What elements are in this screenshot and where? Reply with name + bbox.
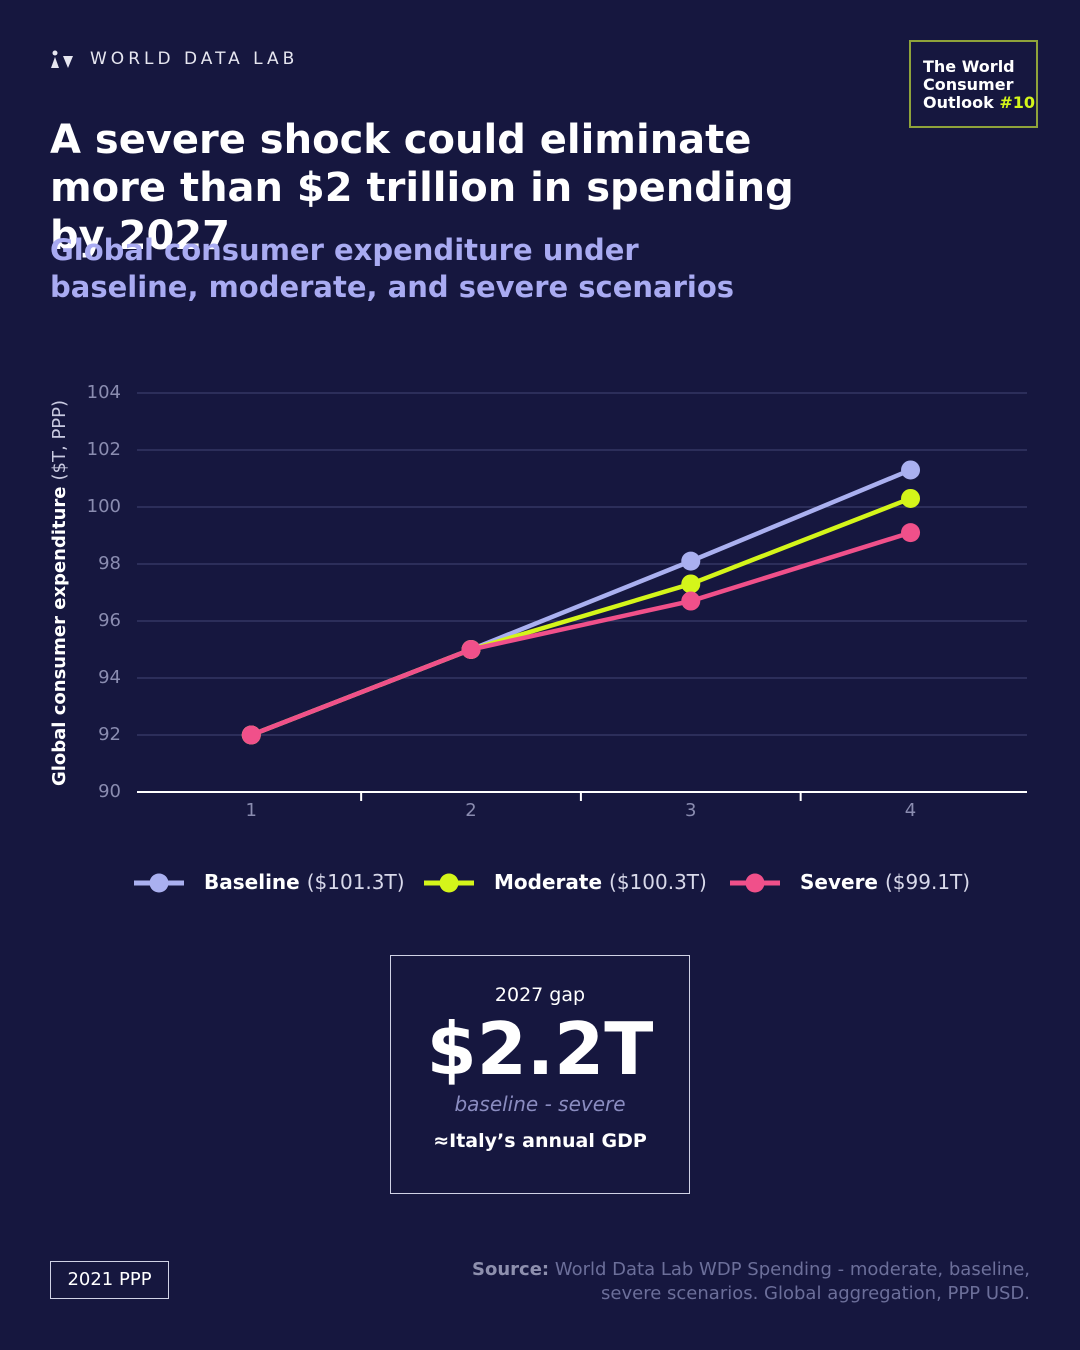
legend-item: Severe ($99.1T) bbox=[730, 870, 970, 894]
data-point bbox=[461, 640, 481, 659]
data-point bbox=[901, 488, 921, 508]
data-point bbox=[681, 574, 701, 594]
series-line bbox=[250, 530, 912, 738]
legend-text: Baseline ($101.3T) bbox=[204, 870, 405, 894]
legend-value: ($99.1T) bbox=[885, 870, 970, 894]
legend-marker bbox=[745, 873, 765, 893]
legend-marker bbox=[149, 873, 169, 893]
legend-marker bbox=[439, 873, 459, 893]
y-tick-label: 104 bbox=[87, 382, 121, 403]
callout-note: baseline - severe bbox=[454, 1092, 626, 1116]
callout-label: 2027 gap bbox=[494, 984, 586, 1006]
chart: Global consumer expenditure ($T, PPP) 90 9… bbox=[49, 382, 1027, 894]
x-tick-label: 1 bbox=[246, 800, 257, 821]
y-tick-label: 94 bbox=[98, 667, 121, 688]
source-text: World Data Lab WDP Spending - moderate, … bbox=[554, 1259, 1030, 1304]
legend-text: Severe ($99.1T) bbox=[800, 870, 970, 894]
data-point bbox=[241, 725, 261, 745]
y-label-main: Global consumer expenditure bbox=[49, 486, 70, 786]
legend-name: Baseline bbox=[204, 870, 300, 894]
badge-number: #10 bbox=[999, 93, 1035, 112]
source: Source: World Data Lab WDP Spending - mo… bbox=[420, 1258, 1030, 1306]
y-tick-label: 100 bbox=[87, 496, 121, 517]
y-tick-label: 96 bbox=[98, 610, 121, 631]
y-tick-label: 90 bbox=[98, 781, 121, 802]
subtitle: Global consumer expenditure under baseli… bbox=[50, 233, 735, 304]
legend-item: Moderate ($100.3T) bbox=[424, 870, 707, 894]
x-tick-label: 2 bbox=[465, 800, 476, 821]
legend-name: Severe bbox=[800, 870, 878, 894]
callout-compare: ≈Italy’s annual GDP bbox=[433, 1130, 647, 1152]
y-axis-label: Global consumer expenditure ($T, PPP) bbox=[49, 400, 70, 786]
legend-text: Moderate ($100.3T) bbox=[494, 870, 707, 894]
data-point bbox=[901, 460, 921, 480]
legend-value: ($101.3T) bbox=[307, 870, 405, 894]
title: A severe shock could eliminate more than… bbox=[50, 117, 794, 259]
series-line bbox=[250, 496, 912, 738]
badge: The World Consumer Outlook #10 bbox=[909, 40, 1038, 128]
callout: 2027 gap $2.2T baseline - severe ≈Italy’… bbox=[390, 955, 690, 1194]
legend-name: Moderate bbox=[494, 870, 602, 894]
data-point bbox=[681, 591, 701, 611]
badge-text: The World Consumer Outlook bbox=[923, 57, 1015, 112]
y-tick-label: 102 bbox=[87, 439, 121, 460]
brand-logo bbox=[51, 50, 73, 68]
callout-value: $2.2T bbox=[426, 1007, 654, 1091]
y-tick-label: 92 bbox=[98, 724, 121, 745]
data-point bbox=[901, 523, 921, 543]
x-tick-label: 4 bbox=[905, 800, 916, 821]
x-tick-label: 3 bbox=[685, 800, 696, 821]
legend-value: ($100.3T) bbox=[609, 870, 707, 894]
source-label: Source: bbox=[472, 1259, 550, 1280]
data-point bbox=[681, 551, 701, 571]
legend-item: Baseline ($101.3T) bbox=[134, 870, 405, 894]
y-tick-label: 98 bbox=[98, 553, 121, 574]
basis-tag: 2021 PPP bbox=[50, 1261, 169, 1299]
brand: WORLD DATA LAB bbox=[90, 49, 299, 69]
y-label-unit: ($T, PPP) bbox=[49, 400, 70, 481]
